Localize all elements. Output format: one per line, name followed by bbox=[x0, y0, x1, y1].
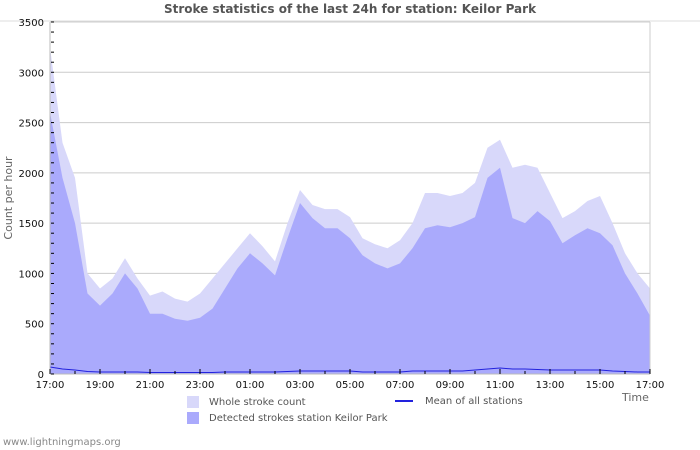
x-tick-label: 19:00 bbox=[86, 380, 115, 391]
y-tick-label: 2000 bbox=[19, 169, 44, 180]
x-tick-label: 23:00 bbox=[186, 380, 215, 391]
x-tick-label: 01:00 bbox=[236, 380, 265, 391]
footer-credit: www.lightningmaps.org bbox=[3, 437, 121, 448]
legend-label-whole: Whole stroke count bbox=[209, 397, 306, 408]
legend-mean: Mean of all stations bbox=[395, 396, 523, 407]
detected-stroke-area bbox=[50, 112, 650, 374]
legend-swatch-detected bbox=[187, 412, 199, 424]
y-tick-label: 1500 bbox=[19, 219, 44, 230]
x-tick-label: 21:00 bbox=[136, 380, 165, 391]
y-tick-label: 2500 bbox=[19, 119, 44, 130]
y-tick-label: 3500 bbox=[19, 18, 44, 29]
y-tick-label: 3000 bbox=[19, 68, 44, 79]
x-tick-label: 07:00 bbox=[386, 380, 415, 391]
legend-whole: Whole stroke count bbox=[187, 396, 306, 408]
x-tick-label: 15:00 bbox=[586, 380, 615, 391]
y-axis-label: Count per hour bbox=[2, 156, 15, 240]
x-tick-label: 05:00 bbox=[336, 380, 365, 391]
legend-label-detected: Detected strokes station Keilor Park bbox=[209, 413, 388, 424]
legend-swatch-whole bbox=[187, 396, 199, 408]
y-tick-label: 0 bbox=[38, 370, 44, 381]
x-axis-label: Time bbox=[621, 391, 649, 404]
legend-detected: Detected strokes station Keilor Park bbox=[187, 412, 388, 424]
x-tick-label: 17:00 bbox=[36, 380, 65, 391]
x-tick-label: 09:00 bbox=[436, 380, 465, 391]
x-tick-label: 13:00 bbox=[536, 380, 565, 391]
legend-label-mean: Mean of all stations bbox=[425, 396, 523, 407]
x-tick-label: 03:00 bbox=[286, 380, 315, 391]
y-tick-label: 1000 bbox=[19, 269, 44, 280]
x-tick-label: 17:00 bbox=[636, 380, 665, 391]
x-tick-label: 11:00 bbox=[486, 380, 515, 391]
y-tick-label: 500 bbox=[25, 320, 44, 331]
chart-title: Stroke statistics of the last 24h for st… bbox=[163, 2, 537, 16]
legend-line-mean bbox=[395, 400, 413, 402]
